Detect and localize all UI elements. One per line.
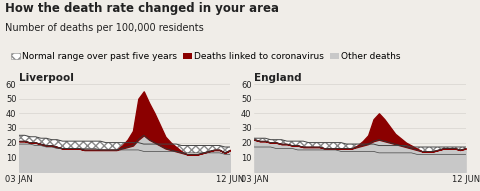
Text: How the death rate changed in your area: How the death rate changed in your area xyxy=(5,2,279,15)
Text: England: England xyxy=(254,73,302,83)
Text: Liverpool: Liverpool xyxy=(19,73,74,83)
Text: Number of deaths per 100,000 residents: Number of deaths per 100,000 residents xyxy=(5,23,204,33)
Legend: Normal range over past five years, Deaths linked to coronavirus, Other deaths: Normal range over past five years, Death… xyxy=(7,49,405,65)
